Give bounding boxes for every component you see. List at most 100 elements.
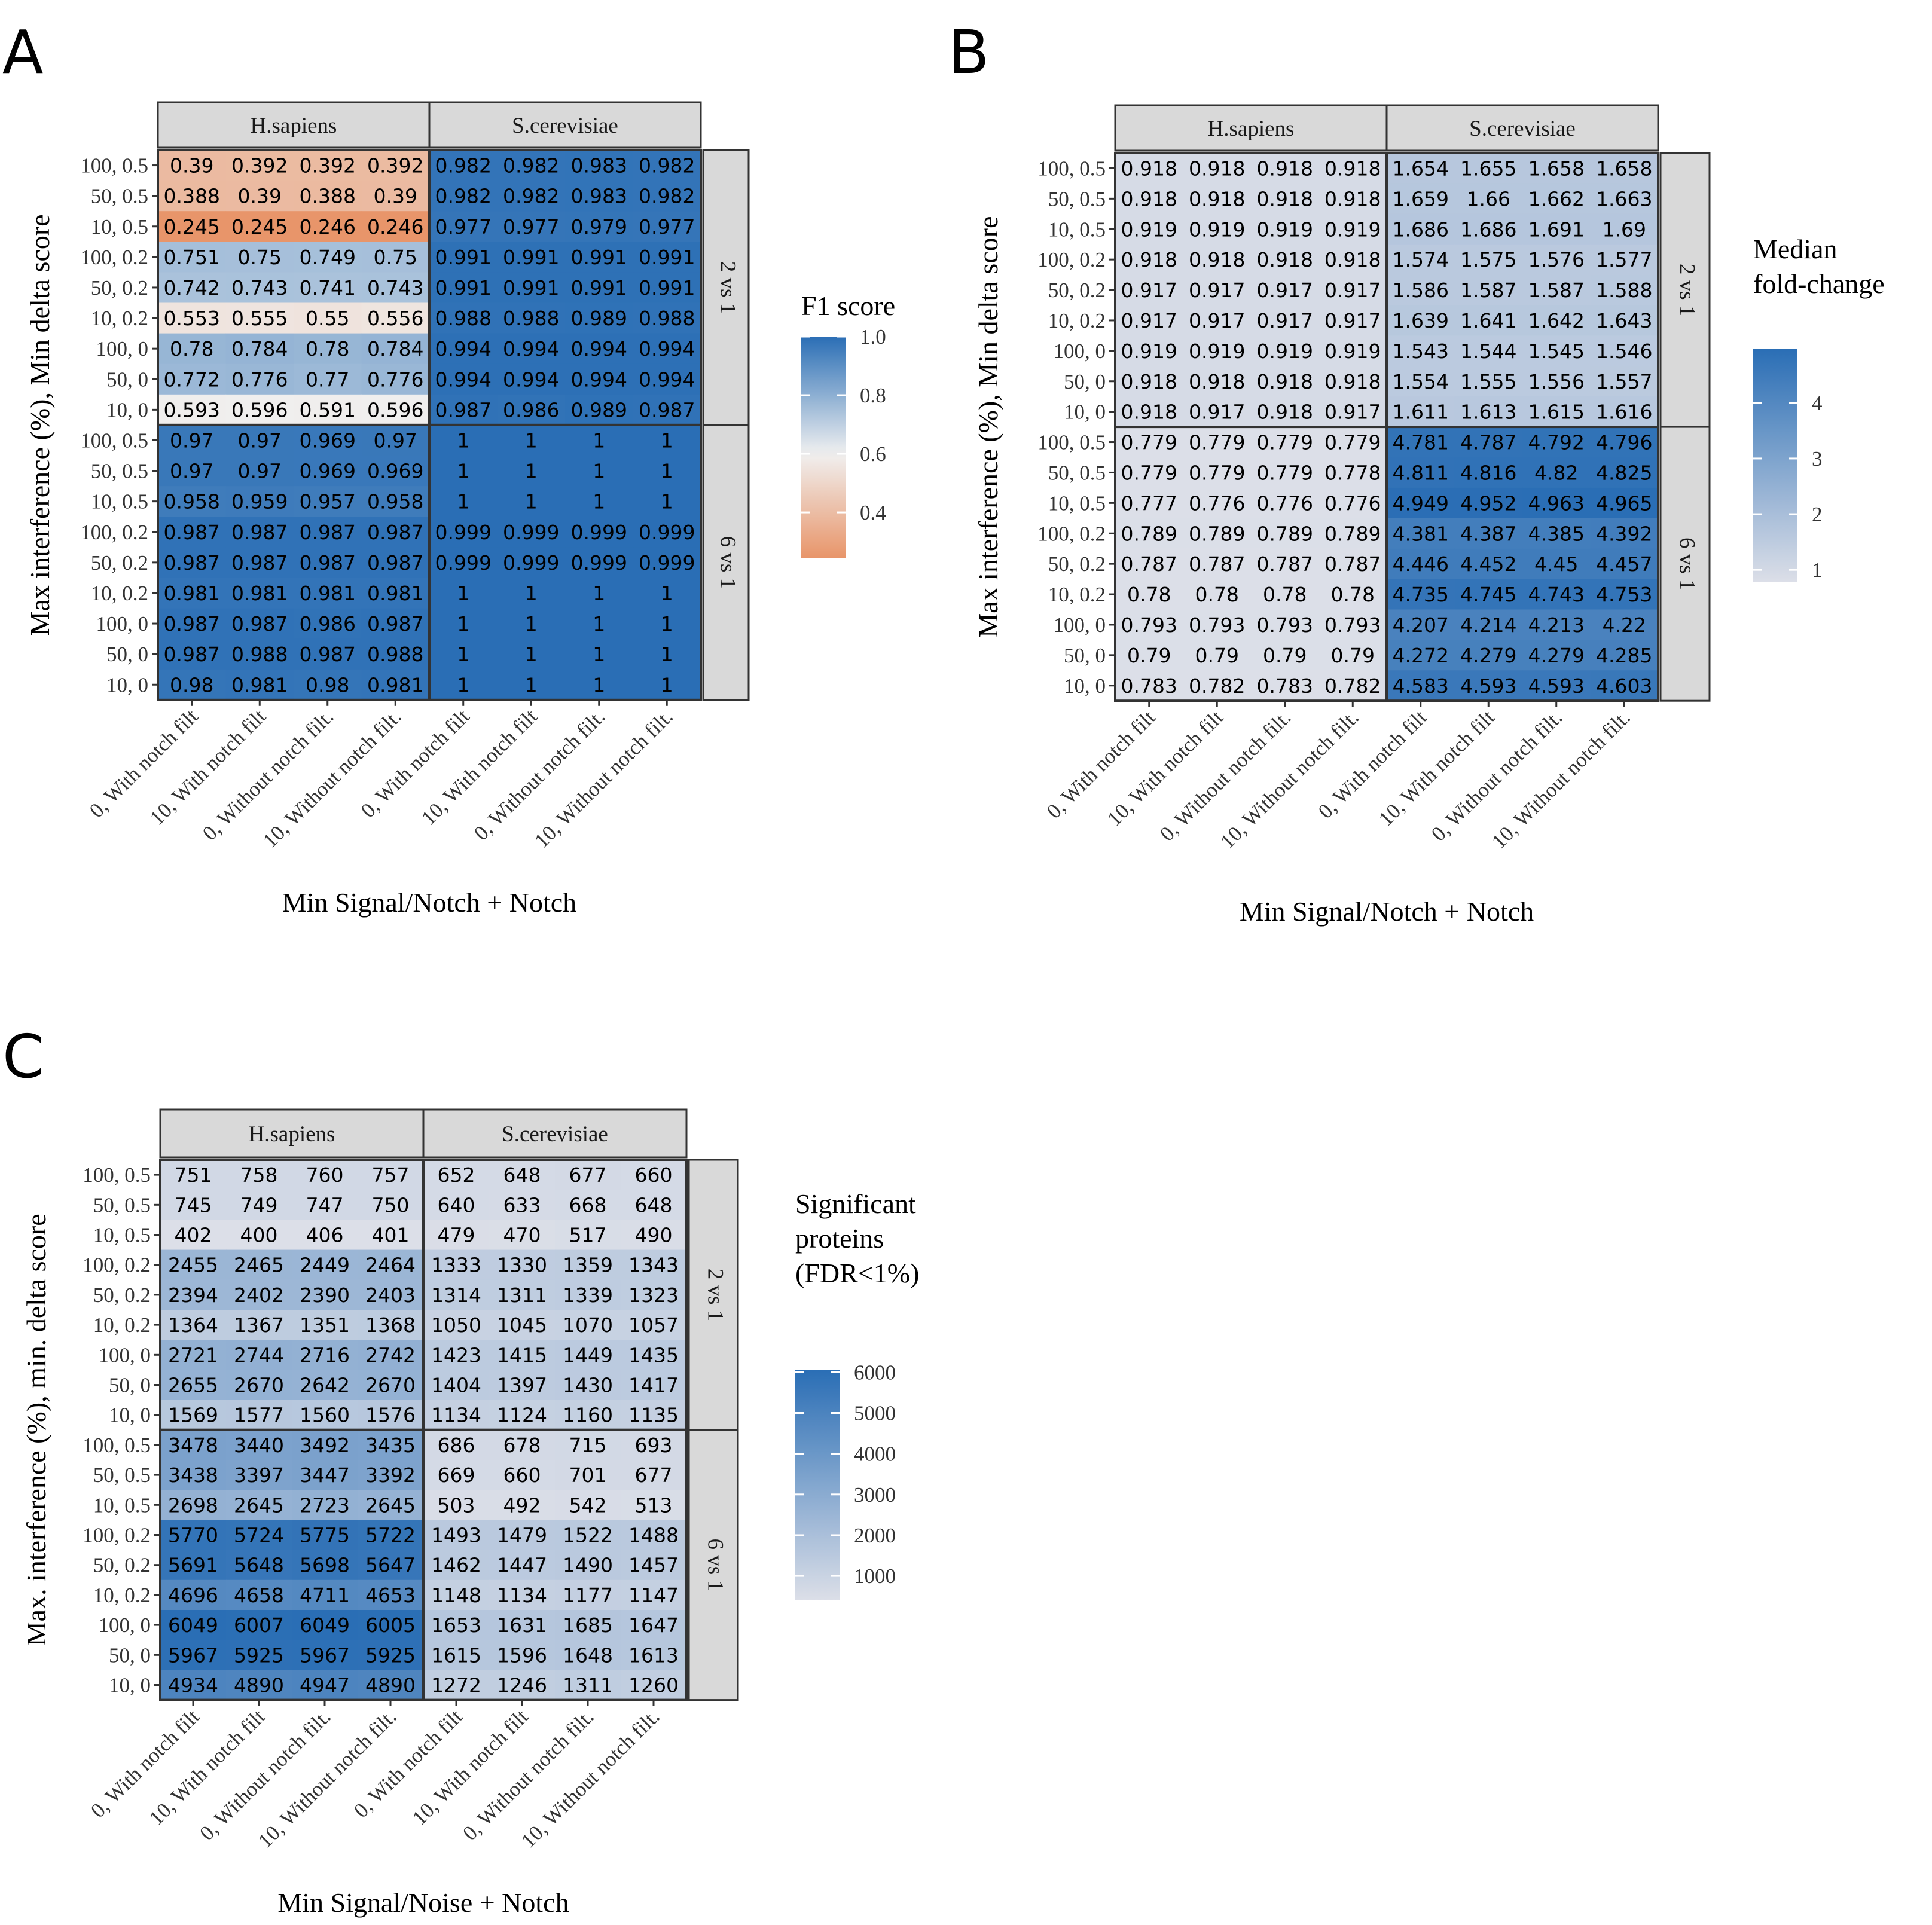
cell-value-label: 1.545 xyxy=(1528,340,1585,363)
cell-value-label: 0.783 xyxy=(1121,674,1177,698)
heatmap-cell xyxy=(158,181,227,212)
heatmap-cell xyxy=(1387,305,1455,336)
cell-value-label: 0.779 xyxy=(1257,431,1313,454)
heatmap-cell xyxy=(621,1670,687,1701)
heatmap-cell xyxy=(497,456,566,487)
heatmap-cell xyxy=(361,181,430,212)
heatmap-cell xyxy=(497,517,566,548)
y-tick-label: 100, 0 xyxy=(99,1343,151,1367)
cell-value-label: 0.784 xyxy=(367,337,423,360)
heatmap-cell xyxy=(226,1160,292,1190)
heatmap-cell xyxy=(1251,609,1320,640)
heatmap-cell xyxy=(1387,609,1455,640)
y-tick-label: 10, 0 xyxy=(109,1404,151,1427)
row-strip-label: 6 vs 1 xyxy=(703,1538,728,1591)
cell-value-label: 4.816 xyxy=(1460,461,1516,484)
heatmap-cell xyxy=(1318,548,1387,580)
cell-value-label: 0.783 xyxy=(1257,674,1313,698)
cell-value-label: 1493 xyxy=(431,1524,481,1547)
cell-value-label: 4.583 xyxy=(1393,674,1449,698)
cell-value-label: 1.588 xyxy=(1596,279,1652,302)
cell-value-label: 6049 xyxy=(168,1614,218,1637)
heatmap-panel-C: C 751 758 760 757 745 749 747 750 402 400 406 401 245… xyxy=(2,1022,919,1918)
heatmap-cell xyxy=(292,1640,358,1670)
cell-value-label: 1 xyxy=(525,582,538,605)
heatmap-cell xyxy=(225,517,294,548)
heatmap-cell xyxy=(1590,153,1659,184)
heatmap-cell xyxy=(1522,548,1591,580)
cell-value-label: 2403 xyxy=(365,1284,416,1307)
heatmap-cell xyxy=(1590,305,1659,336)
heatmap-cell xyxy=(1318,579,1387,610)
cell-value-label: 0.78 xyxy=(306,337,349,360)
cell-value-label: 0.994 xyxy=(503,368,559,391)
cell-value-label: 0.776 xyxy=(1257,491,1313,515)
cell-value-label: 0.999 xyxy=(571,551,627,575)
cell-value-label: 652 xyxy=(438,1163,475,1187)
cell-value-label: 3440 xyxy=(234,1434,284,1457)
heatmap-cell xyxy=(1454,487,1523,519)
heatmap-cell xyxy=(294,638,362,670)
heatmap-cell xyxy=(1454,274,1523,306)
heatmap-cell xyxy=(1590,244,1659,276)
cell-value-label: 1 xyxy=(661,460,673,483)
heatmap-cell xyxy=(423,1490,490,1520)
cell-value-label: 2670 xyxy=(234,1374,284,1397)
heatmap-cell xyxy=(1590,457,1659,488)
cell-value-label: 0.991 xyxy=(435,246,492,269)
heatmap-cell xyxy=(361,638,430,670)
heatmap-cell xyxy=(565,272,634,304)
cell-value-label: 4.745 xyxy=(1460,583,1516,606)
heatmap-cell xyxy=(429,608,498,640)
heatmap-cell xyxy=(225,302,294,334)
heatmap-cell xyxy=(633,669,701,701)
y-tick-label: 50, 0.2 xyxy=(93,1554,151,1577)
heatmap-cell xyxy=(633,242,701,273)
cell-value-label: 1.574 xyxy=(1393,248,1449,271)
cell-value-label: 5724 xyxy=(234,1524,284,1547)
cell-value-label: 5967 xyxy=(168,1643,218,1667)
y-tick-label: 100, 0 xyxy=(96,337,149,360)
cell-value-label: 0.743 xyxy=(367,276,423,300)
row-strip-label: 2 vs 1 xyxy=(1675,264,1699,316)
cell-value-label: 0.987 xyxy=(300,643,356,666)
cell-value-label: 1 xyxy=(457,429,469,452)
cell-value-label: 0.39 xyxy=(374,185,417,208)
heatmap-cell xyxy=(565,211,634,242)
heatmap-cell xyxy=(1115,457,1184,488)
cell-value-label: 0.999 xyxy=(435,521,492,544)
colorbar-break-label: 3000 xyxy=(854,1483,896,1507)
heatmap-cell xyxy=(1387,335,1455,366)
heatmap-cell xyxy=(489,1520,556,1551)
heatmap-cell xyxy=(1183,457,1252,488)
heatmap-cell xyxy=(358,1490,424,1520)
heatmap-cell xyxy=(1183,305,1252,336)
column-strip-label: H.sapiens xyxy=(1208,117,1295,141)
heatmap-cell xyxy=(158,578,227,609)
cell-value-label: 0.999 xyxy=(571,521,627,544)
y-tick-label: 50, 0.5 xyxy=(91,185,148,208)
row-strip xyxy=(702,149,750,426)
cell-value-label: 4.787 xyxy=(1460,431,1516,454)
heatmap-cell xyxy=(1522,153,1591,184)
cell-value-label: 648 xyxy=(635,1193,673,1217)
heatmap-cell xyxy=(1183,335,1252,366)
heatmap-cell xyxy=(1454,609,1523,640)
heatmap-cell xyxy=(1454,396,1523,427)
y-tick-label: 100, 0.2 xyxy=(80,246,148,269)
column-strip xyxy=(1385,104,1659,152)
x-tick-label: 0, Without notch filt. xyxy=(198,705,338,845)
y-tick-label: 10, 0.5 xyxy=(1048,218,1106,241)
cell-value-label: 1.555 xyxy=(1460,370,1516,393)
row-strip xyxy=(688,1159,739,1431)
cell-value-label: 0.988 xyxy=(639,307,695,330)
heatmap-cell xyxy=(1522,518,1591,549)
y-tick-label: 100, 0.5 xyxy=(1037,157,1106,180)
cell-value-label: 0.991 xyxy=(503,246,559,269)
cell-value-label: 1.576 xyxy=(1528,248,1585,271)
heatmap-cell xyxy=(489,1550,556,1581)
heatmap-cell xyxy=(225,424,294,456)
cell-value-label: 0.981 xyxy=(164,582,220,605)
cell-value-label: 0.776 xyxy=(1324,491,1381,515)
heatmap-cell xyxy=(621,1400,687,1431)
